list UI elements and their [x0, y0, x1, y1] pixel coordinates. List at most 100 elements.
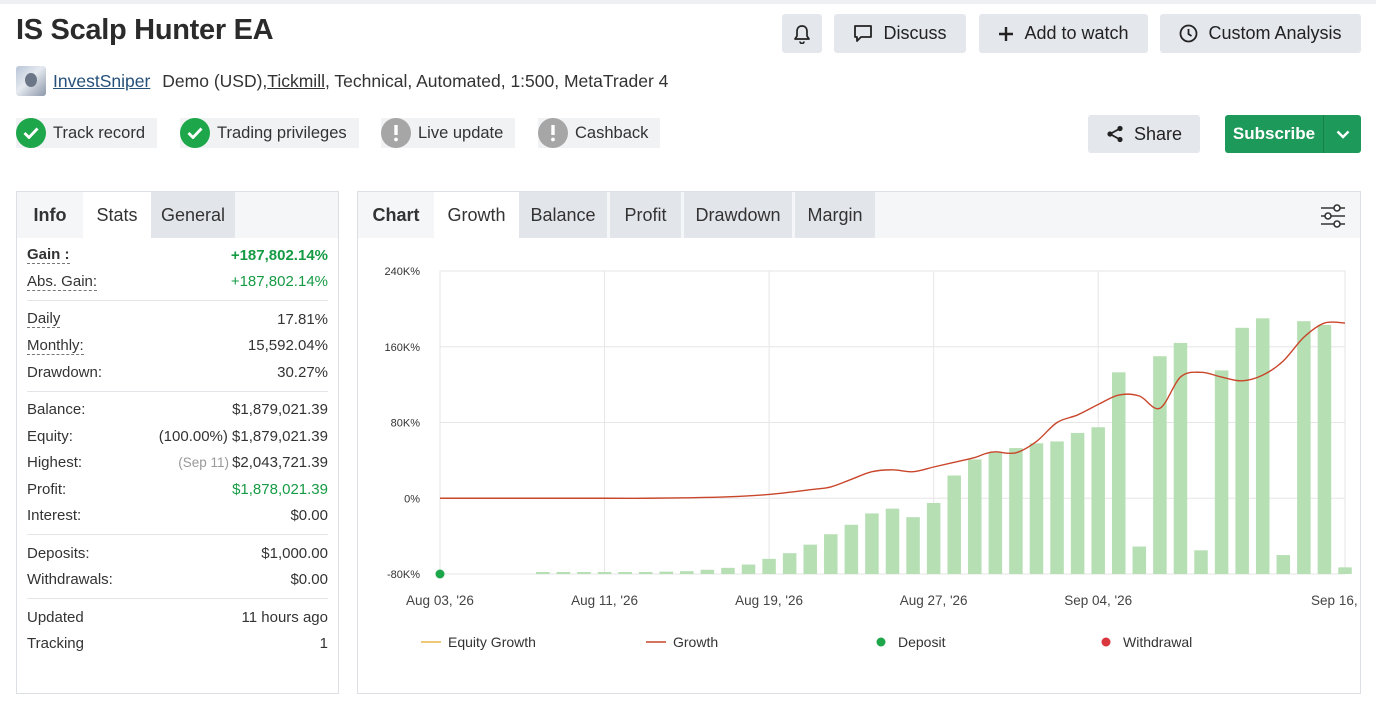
growth-bar[interactable]: [1235, 327, 1249, 574]
system-attributes: , Technical, Automated, 1:500, MetaTrade…: [324, 70, 669, 91]
legend-deposit[interactable]: Deposit: [898, 634, 946, 650]
growth-bar[interactable]: [618, 572, 632, 574]
subscribe-dropdown[interactable]: [1324, 115, 1361, 153]
growth-bar[interactable]: [1317, 324, 1332, 574]
divider: [27, 300, 328, 301]
discuss-button[interactable]: Discuss: [834, 14, 966, 53]
growth-bar[interactable]: [885, 508, 900, 574]
tab-stats[interactable]: Stats: [83, 192, 151, 238]
interest-label: Interest:: [27, 507, 82, 525]
withdrawals-label: Withdrawals:: [27, 571, 113, 589]
check-icon: [16, 118, 46, 148]
tab-balance[interactable]: Balance: [519, 192, 607, 238]
growth-bar[interactable]: [680, 571, 694, 574]
tab-drawdown[interactable]: Drawdown: [684, 192, 792, 238]
discuss-label: Discuss: [883, 23, 947, 43]
notification-button[interactable]: [782, 14, 822, 53]
growth-bar[interactable]: [1091, 427, 1105, 574]
growth-bar[interactable]: [988, 451, 1003, 574]
monthly-label[interactable]: Monthly:: [27, 336, 84, 355]
growth-bar[interactable]: [1194, 550, 1208, 574]
growth-bar[interactable]: [638, 572, 653, 574]
page-title: IS Scalp Hunter EA: [16, 14, 274, 46]
growth-bar[interactable]: [1255, 318, 1270, 574]
daily-value: 17.81%: [277, 310, 328, 328]
growth-bar[interactable]: [803, 544, 817, 574]
tab-profit[interactable]: Profit: [610, 192, 681, 238]
growth-bar[interactable]: [906, 517, 920, 574]
growth-chart[interactable]: 240K% 160K% 80K% 0% -80K% Aug 03, '26 Aug 11, …: [358, 238, 1360, 693]
system-info-line: InvestSniper Demo (USD), Tickmill , Tech…: [16, 66, 668, 96]
growth-bar[interactable]: [1338, 567, 1352, 574]
track-record-badge: Track record: [16, 118, 157, 148]
top-border: [0, 0, 1376, 4]
add-to-watch-button[interactable]: Add to watch: [979, 14, 1148, 53]
tab-growth[interactable]: Growth: [434, 192, 519, 238]
growth-bar[interactable]: [1132, 546, 1147, 574]
daily-label[interactable]: Daily: [27, 310, 61, 329]
growth-bar[interactable]: [1153, 356, 1167, 574]
custom-analysis-button[interactable]: Custom Analysis: [1160, 14, 1361, 53]
chart-settings-icon[interactable]: [1320, 204, 1346, 228]
subscribe-label[interactable]: Subscribe: [1225, 115, 1324, 153]
author-avatar[interactable]: [16, 66, 46, 96]
growth-bar[interactable]: [536, 572, 550, 574]
deposit-point[interactable]: [435, 569, 445, 579]
growth-bar[interactable]: [659, 571, 674, 574]
legend-growth[interactable]: Growth: [673, 634, 718, 650]
growth-bar[interactable]: [1029, 443, 1044, 574]
updated-value: 11 hours ago: [241, 608, 328, 626]
growth-bar[interactable]: [1173, 342, 1188, 574]
subscribe-button[interactable]: Subscribe: [1225, 115, 1361, 153]
growth-bar[interactable]: [947, 475, 961, 574]
plus-icon: [999, 26, 1014, 41]
growth-bar[interactable]: [597, 572, 612, 574]
balance-value: $1,879,021.39: [232, 401, 328, 419]
growth-bar[interactable]: [824, 534, 838, 574]
highest-date: (Sep 11): [178, 455, 230, 471]
track-record-label: Track record: [53, 123, 145, 142]
growth-bar[interactable]: [762, 558, 776, 574]
abs-gain-value: +187,802.14%: [230, 273, 328, 291]
profit-label: Profit:: [27, 480, 67, 498]
growth-bar[interactable]: [1276, 555, 1291, 574]
tab-margin[interactable]: Margin: [795, 192, 875, 238]
growth-bar[interactable]: [844, 524, 859, 574]
abs-gain-label[interactable]: Abs. Gain:: [27, 272, 98, 291]
growth-bar[interactable]: [556, 572, 571, 574]
growth-bar[interactable]: [1297, 321, 1311, 574]
growth-bar[interactable]: [721, 567, 735, 574]
broker-link[interactable]: Tickmill: [267, 70, 325, 91]
custom-analysis-label: Custom Analysis: [1208, 23, 1342, 43]
comment-icon: [854, 25, 873, 42]
growth-bar[interactable]: [865, 513, 879, 574]
growth-line[interactable]: [440, 321, 1346, 499]
gain-label[interactable]: Gain :: [27, 246, 70, 265]
drawdown-label: Drawdown:: [27, 363, 103, 381]
growth-bar[interactable]: [1070, 432, 1085, 574]
growth-bar[interactable]: [1050, 441, 1064, 574]
tab-info[interactable]: Info: [33, 204, 67, 225]
share-button[interactable]: Share: [1088, 115, 1200, 153]
legend-equity-growth[interactable]: Equity Growth: [448, 634, 536, 650]
account-type: Demo (USD),: [162, 70, 268, 91]
tab-chart[interactable]: Chart: [372, 204, 420, 225]
growth-bar[interactable]: [700, 569, 715, 574]
growth-bar[interactable]: [782, 553, 797, 574]
growth-bar[interactable]: [1112, 372, 1126, 574]
y-tick-label: 0%: [404, 493, 420, 505]
growth-bar[interactable]: [577, 572, 591, 574]
x-tick-label: Aug 11, '26: [571, 593, 638, 608]
growth-bar[interactable]: [1214, 370, 1229, 574]
stats-tabs: Info Stats General: [17, 192, 338, 238]
live-update-badge: Live update: [381, 118, 516, 148]
chart-tabs: Chart Growth Balance Profit Drawdown Mar…: [358, 192, 1360, 238]
growth-bar[interactable]: [1009, 448, 1023, 574]
tab-general[interactable]: General: [151, 192, 235, 238]
growth-bar[interactable]: [741, 564, 756, 574]
growth-bar[interactable]: [968, 459, 982, 574]
chevron-down-icon: [1336, 130, 1349, 139]
author-link[interactable]: InvestSniper: [53, 70, 151, 91]
legend-withdrawal[interactable]: Withdrawal: [1123, 634, 1192, 650]
growth-bar[interactable]: [926, 502, 941, 574]
